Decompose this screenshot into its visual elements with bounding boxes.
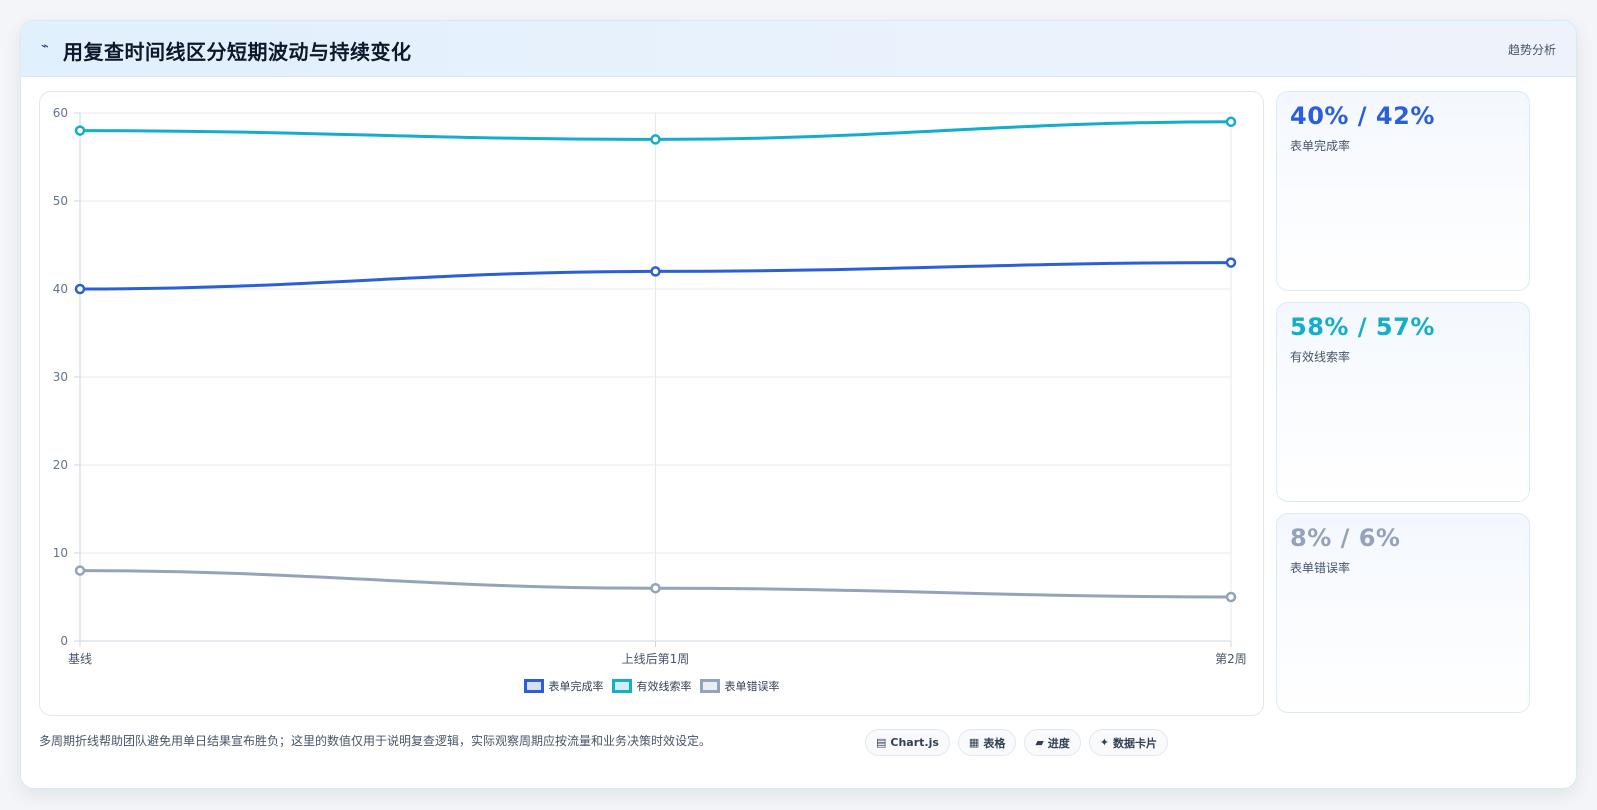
trend-icon: ⌁ [41, 39, 49, 54]
stat-value: 8% / 6% [1290, 524, 1401, 552]
progress-icon: ▰ [1035, 736, 1044, 749]
footer-note: 多周期折线帮助团队避免用单日结果宣布胜负；这里的数值仅用于说明复查逻辑，实际观察… [39, 734, 712, 748]
stat-card-valid-leads: 58% / 57% 有效线索率 [1276, 302, 1530, 502]
tag-progress[interactable]: ▰ 进度 [1024, 729, 1081, 756]
data-point [74, 125, 86, 136]
line-chart: 0 10 20 30 40 50 60 基线 上线后第1周 第2周 [53, 106, 1247, 666]
data-point [1225, 591, 1237, 603]
tag-label: 数据卡片 [1113, 736, 1158, 750]
stat-label: 表单错误率 [1290, 561, 1351, 575]
data-point [650, 266, 661, 277]
y-tick-label: 20 [53, 458, 68, 472]
tag-table[interactable]: ▦ 表格 [957, 729, 1017, 756]
stat-label: 表单完成率 [1290, 139, 1351, 153]
panel-title: 用复查时间线区分短期波动与持续变化 [63, 40, 412, 64]
tag-chartjs[interactable]: ▤ Chart.js [865, 729, 950, 756]
tag-label: 进度 [1047, 736, 1070, 750]
table-icon: ▦ [968, 736, 980, 749]
data-point [650, 134, 661, 145]
tag-label: Chart.js [890, 736, 939, 749]
legend-item[interactable]: 表单错误率 [699, 677, 780, 695]
x-tick-label: 上线后第1周 [622, 652, 690, 666]
trend-panel: ⌁ 用复查时间线区分短期波动与持续变化 趋势分析 0 10 20 30 40 50 60 基线… [20, 20, 1577, 789]
stat-card-completion: 40% / 42% 表单完成率 [1276, 91, 1530, 291]
data-point [74, 283, 86, 295]
stat-value: 40% / 42% [1290, 102, 1435, 130]
y-tick-label: 0 [60, 634, 68, 648]
stat-label: 有效线索率 [1290, 350, 1351, 364]
data-point [74, 565, 86, 576]
y-tick-label: 60 [53, 106, 68, 120]
legend-swatch [523, 679, 544, 693]
legend-swatch [699, 679, 720, 693]
y-tick-label: 10 [53, 546, 68, 560]
chart-icon: ▤ [876, 736, 887, 749]
stat-card-error: 8% / 6% 表单错误率 [1276, 513, 1530, 713]
x-tick-label: 基线 [68, 652, 92, 666]
tag-label: 表格 [983, 736, 1006, 750]
chart-card: 0 10 20 30 40 50 60 基线 上线后第1周 第2周 表单完成率 有效线索率 表单错误率 [39, 91, 1264, 716]
tag-data-card[interactable]: ✦ 数据卡片 [1088, 729, 1169, 756]
legend-label: 表单完成率 [548, 680, 604, 693]
y-tick-label: 50 [53, 194, 68, 208]
panel-header: ⌁ 用复查时间线区分短期波动与持续变化 趋势分析 [21, 21, 1576, 77]
y-tick-label: 40 [53, 282, 68, 296]
sparkle-icon: ✦ [1099, 736, 1110, 749]
x-tick-label: 第2周 [1215, 652, 1247, 666]
legend-item[interactable]: 表单完成率 [523, 677, 604, 695]
tag-list: ▤ Chart.js ▦ 表格 ▰ 进度 ✦ 数据卡片 [865, 729, 1169, 756]
legend-label: 有效线索率 [636, 680, 692, 693]
data-point [1225, 257, 1237, 268]
legend-label: 表单错误率 [724, 680, 780, 693]
panel-badge: 趋势分析 [1507, 43, 1556, 57]
chart-legend: 表单完成率 有效线索率 表单错误率 [40, 677, 1263, 695]
stat-value: 58% / 57% [1290, 313, 1435, 341]
y-tick-label: 30 [53, 370, 68, 384]
data-point [1225, 116, 1237, 128]
data-point [650, 582, 661, 594]
legend-item[interactable]: 有效线索率 [611, 677, 692, 695]
legend-swatch [611, 679, 632, 693]
